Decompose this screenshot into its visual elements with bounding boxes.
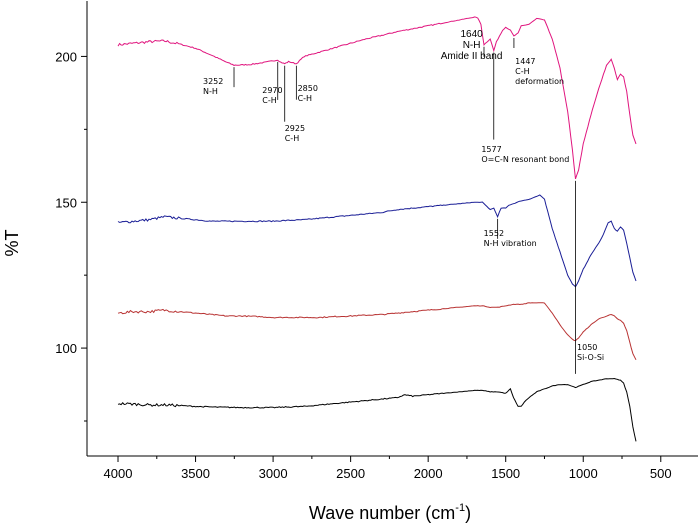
y-tick-label: 150	[55, 195, 77, 210]
annotation-label-2970: C-H	[262, 96, 277, 105]
y-tick-label: 100	[55, 341, 77, 356]
y-tick-label: 200	[55, 49, 77, 64]
annotation-label-1640: N-H	[463, 40, 481, 51]
x-tick-label: 2000	[414, 466, 443, 481]
annotation-label-2850: C-H	[298, 94, 313, 103]
series-line-blue-spectrum	[117, 194, 637, 288]
x-tick-label: 4000	[104, 466, 133, 481]
annotation-label-2850: 2850	[298, 84, 318, 93]
annotation-label-3252: 3252	[203, 77, 223, 86]
annotation-label-1447: deformation	[515, 77, 564, 86]
series-line-magenta-spectrum	[117, 16, 637, 180]
annotation-label-1640: 1640	[460, 29, 483, 40]
annotation-label-1552: N-H vibration	[484, 239, 537, 248]
y-axis-label: %T	[2, 229, 22, 256]
x-tick-label: 500	[650, 466, 672, 481]
annotation-label-1577: 1577	[481, 145, 501, 154]
plot-frame	[86, 1, 698, 457]
annotation-label-1577: O=C-N resonant bond	[481, 155, 569, 164]
annotation-label-1552: 1552	[484, 229, 504, 238]
annotation-label-2970: 2970	[262, 86, 282, 95]
x-tick-label: 1500	[491, 466, 520, 481]
x-tick-label: 3500	[181, 466, 210, 481]
tick-layer: 4000 3500 3000 2500 2000 1500 1000 500 100 150 200	[55, 49, 671, 481]
annotation-label-1447: C-H	[515, 67, 530, 76]
series-layer	[117, 16, 637, 442]
x-tick-label: 1000	[569, 466, 598, 481]
x-axis-label: Wave number (cm-1)	[309, 502, 471, 523]
series-line-red-spectrum	[117, 302, 637, 361]
x-tick-label: 2500	[336, 466, 365, 481]
annotation-label-1050: Si-O-Si	[577, 353, 604, 362]
x-tick-label: 3000	[259, 466, 288, 481]
annotation-label-2925: C-H	[285, 134, 300, 143]
annotation-label-1050: 1050	[577, 343, 597, 352]
annotation-label-1447: 1447	[515, 57, 535, 66]
annotation-label-3252: N-H	[203, 87, 218, 96]
annotation-label-1640: Amide II band	[441, 51, 503, 62]
series-line-black-spectrum	[117, 377, 637, 442]
annotation-label-2925: 2925	[285, 124, 305, 133]
